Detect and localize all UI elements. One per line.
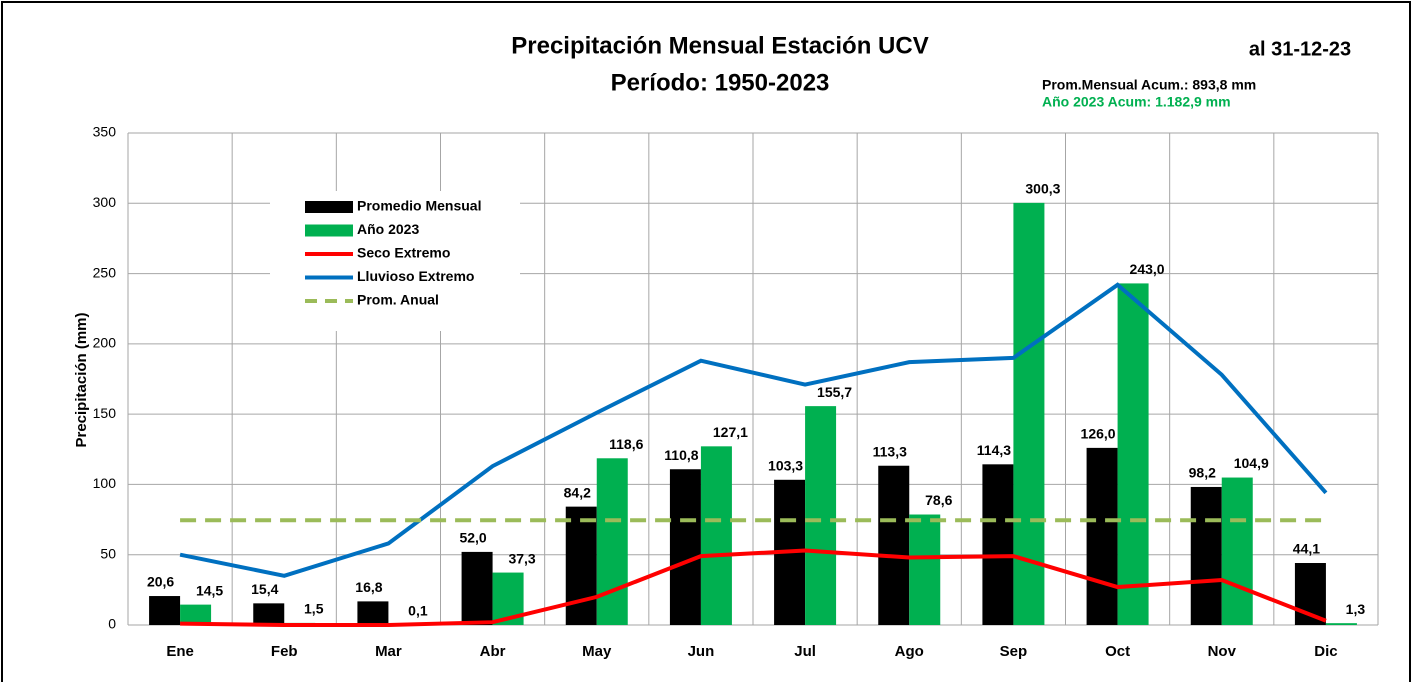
bar bbox=[805, 406, 837, 625]
data-label: 44,1 bbox=[1293, 541, 1320, 557]
data-label: 155,7 bbox=[817, 384, 852, 400]
legend-label: Lluvioso Extremo bbox=[357, 268, 474, 284]
data-label: 110,8 bbox=[664, 447, 698, 463]
data-label: 14,5 bbox=[196, 582, 223, 598]
line bbox=[180, 548, 1327, 627]
y-axis-label: Precipitación (mm) bbox=[73, 312, 90, 447]
bar bbox=[253, 603, 285, 625]
x-tick-label: Abr bbox=[480, 643, 506, 660]
y-tick-label: 50 bbox=[100, 545, 116, 561]
legend-swatch bbox=[305, 224, 353, 237]
data-label: 103,3 bbox=[768, 457, 803, 473]
data-label: 126,0 bbox=[1081, 426, 1116, 442]
x-tick-label: Ene bbox=[166, 643, 194, 660]
data-label: 98,2 bbox=[1189, 465, 1216, 481]
legend-label: Prom. Anual bbox=[357, 292, 439, 308]
bar bbox=[700, 446, 732, 625]
note: al 31-12-23 bbox=[1249, 38, 1351, 60]
bar bbox=[1190, 486, 1222, 625]
data-label: 16,8 bbox=[355, 579, 382, 595]
bar bbox=[565, 506, 597, 625]
bar bbox=[909, 514, 941, 625]
bar bbox=[180, 604, 212, 625]
note: Prom.Mensual Acum.: 893,8 mm bbox=[1042, 77, 1256, 93]
y-tick-label: 300 bbox=[93, 194, 117, 210]
data-label: 114,3 bbox=[977, 442, 1011, 458]
data-label: 118,6 bbox=[609, 436, 643, 452]
data-label: 1,3 bbox=[1346, 601, 1366, 617]
bar bbox=[461, 551, 493, 625]
data-label: 20,6 bbox=[147, 574, 174, 590]
data-label: 37,3 bbox=[508, 550, 535, 566]
bar bbox=[1325, 623, 1357, 625]
x-tick-label: Oct bbox=[1105, 643, 1130, 660]
y-tick-label: 350 bbox=[93, 124, 117, 140]
legend-swatch bbox=[305, 201, 353, 213]
data-label: 104,9 bbox=[1234, 455, 1269, 471]
data-label: 243,0 bbox=[1130, 261, 1165, 277]
x-tick-label: Nov bbox=[1208, 643, 1237, 660]
bar bbox=[149, 596, 181, 625]
bar bbox=[357, 601, 389, 625]
x-tick-label: Jul bbox=[794, 643, 816, 660]
chart-title: Precipitación Mensual Estación UCV bbox=[511, 32, 928, 59]
data-label: 15,4 bbox=[251, 581, 278, 597]
data-label: 84,2 bbox=[564, 484, 591, 500]
bar bbox=[878, 465, 910, 625]
bar bbox=[982, 464, 1014, 625]
data-label: 300,3 bbox=[1025, 181, 1060, 197]
y-tick-label: 100 bbox=[93, 475, 117, 491]
data-label: 113,3 bbox=[873, 443, 907, 459]
legend-label: Año 2023 bbox=[357, 221, 419, 237]
y-tick-label: 200 bbox=[93, 335, 117, 351]
note: Año 2023 Acum: 1.182,9 mm bbox=[1042, 94, 1231, 110]
line bbox=[179, 282, 1328, 578]
y-tick-label: 250 bbox=[93, 264, 117, 280]
x-tick-label: Dic bbox=[1314, 643, 1337, 660]
x-tick-label: Feb bbox=[271, 643, 298, 660]
bar bbox=[1086, 447, 1118, 625]
legend-label: Seco Extremo bbox=[357, 245, 450, 261]
data-label: 127,1 bbox=[713, 424, 748, 440]
bar bbox=[596, 458, 628, 625]
legend-label: Promedio Mensual bbox=[357, 198, 481, 214]
x-tick-label: Jun bbox=[688, 643, 715, 660]
bar bbox=[1117, 283, 1149, 625]
x-tick-label: Mar bbox=[375, 643, 402, 660]
bar bbox=[669, 469, 701, 625]
y-tick-label: 0 bbox=[108, 616, 116, 632]
data-label: 0,1 bbox=[408, 603, 428, 619]
x-tick-label: Ago bbox=[895, 643, 924, 660]
data-label: 52,0 bbox=[459, 530, 486, 546]
data-label: 1,5 bbox=[304, 601, 324, 617]
x-tick-label: May bbox=[582, 643, 612, 660]
legend-box bbox=[270, 191, 520, 331]
bar bbox=[1221, 477, 1253, 625]
chart-subtitle: Período: 1950-2023 bbox=[611, 69, 830, 96]
bar bbox=[1013, 202, 1045, 625]
data-label: 78,6 bbox=[925, 492, 952, 508]
x-tick-label: Sep bbox=[1000, 643, 1028, 660]
y-tick-label: 150 bbox=[93, 405, 117, 421]
